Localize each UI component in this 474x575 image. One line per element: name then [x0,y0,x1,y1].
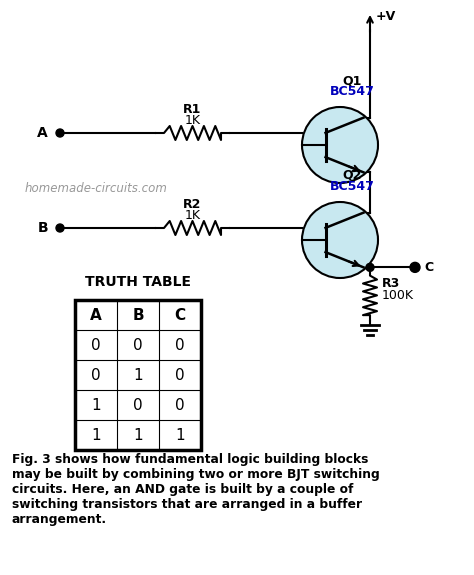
Text: 100K: 100K [382,289,414,302]
Text: C: C [424,261,433,274]
Text: 0: 0 [175,338,185,352]
Text: BC547: BC547 [329,180,374,193]
Text: A: A [90,308,102,323]
Text: 1: 1 [91,427,101,443]
Text: A: A [37,126,48,140]
Text: Q2: Q2 [342,169,362,182]
Text: 1: 1 [133,427,143,443]
Text: 0: 0 [175,367,185,382]
Circle shape [366,263,374,271]
Text: BC547: BC547 [329,85,374,98]
Text: homemade-circuits.com: homemade-circuits.com [25,182,168,194]
Text: R3: R3 [382,277,400,290]
Text: 0: 0 [133,338,143,352]
Circle shape [302,202,378,278]
Text: B: B [132,308,144,323]
Text: 0: 0 [91,338,101,352]
Text: 1K: 1K [184,114,201,127]
Text: 0: 0 [133,397,143,412]
Text: 0: 0 [91,367,101,382]
Circle shape [56,129,64,137]
Text: R1: R1 [183,103,202,116]
Text: C: C [174,308,185,323]
Bar [75,300,201,450]
Text: 0: 0 [175,397,185,412]
Text: Q1: Q1 [342,74,362,87]
Text: +V: +V [376,10,396,23]
Circle shape [56,224,64,232]
Text: Fig. 3 shows how fundamental logic building blocks
may be built by combining two: Fig. 3 shows how fundamental logic build… [12,453,380,526]
Circle shape [410,262,420,273]
Circle shape [302,107,378,183]
Text: B: B [37,221,48,235]
Text: 1: 1 [91,397,101,412]
Text: 1: 1 [175,427,185,443]
Text: R2: R2 [183,198,202,211]
Text: 1: 1 [133,367,143,382]
Text: 1K: 1K [184,209,201,222]
Text: TRUTH TABLE: TRUTH TABLE [85,275,191,289]
